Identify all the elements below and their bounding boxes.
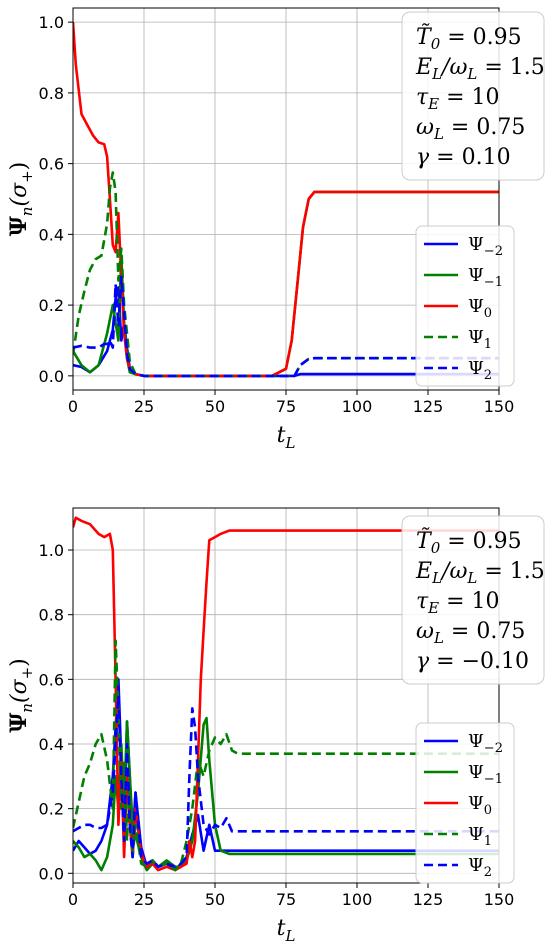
parameter-text: T̃0 = 0.95	[416, 528, 522, 557]
y-tick-label: 0.6	[39, 670, 64, 689]
x-tick-label: 125	[413, 890, 444, 909]
y-tick-label: 1.0	[39, 541, 64, 560]
x-tick-label: 25	[134, 397, 154, 416]
legend-label: Ψ0	[468, 296, 492, 321]
x-tick-label: 50	[205, 397, 225, 416]
y-tick-label: 0.0	[39, 367, 64, 386]
legend-box	[415, 225, 515, 387]
x-tick-label: 0	[68, 890, 78, 909]
x-tick-label: 0	[68, 397, 78, 416]
series-line-0	[73, 678, 499, 872]
legend-label: Ψ−1	[468, 762, 503, 787]
legend-label: Ψ0	[468, 793, 492, 818]
parameter-text: EL/ωL = 1.5	[415, 55, 545, 83]
parameter-text: ωL = 0.75	[416, 619, 525, 647]
y-tick-label: 0.8	[39, 606, 64, 625]
x-axis-label: tL	[277, 423, 296, 452]
parameter-text: T̃0 = 0.95	[416, 24, 522, 53]
chart-panel-2: 0 25 50 75 100 125 150 0.0 0.2 0.4 0.6 0.8 1.0 tL Ψn(σ…	[6, 507, 545, 945]
series-group	[73, 22, 499, 378]
y-tick-label: 0.2	[39, 296, 64, 315]
legend-label: Ψ1	[468, 327, 492, 352]
x-tick-label: 100	[342, 397, 373, 416]
y-tick-label: 0.0	[39, 864, 64, 883]
parameter-text: τE = 10	[416, 85, 500, 113]
y-tick-label: 0.8	[39, 84, 64, 103]
chart-panel-1: 0 25 50 75 100 125 150 0.0 0.2 0.4 0.6 0.8 1.0 tL Ψn(σ…	[6, 7, 545, 452]
legend-label: Ψ−2	[468, 234, 503, 259]
x-tick-label: 75	[276, 397, 296, 416]
legend-label: Ψ1	[468, 824, 492, 849]
y-tick-label: 0.4	[39, 225, 64, 244]
x-tick-label: 150	[484, 397, 515, 416]
series-line-2	[73, 516, 499, 872]
y-tick-label: 1.0	[39, 13, 64, 32]
parameter-text: τE = 10	[416, 589, 500, 617]
x-tick-label: 150	[484, 890, 515, 909]
parameter-text: ωL = 0.75	[416, 115, 525, 143]
legend-label: Ψ−1	[468, 265, 503, 290]
parameter-text: EL/ωL = 1.5	[415, 559, 545, 587]
parameters-box	[401, 515, 545, 685]
legend-label: Ψ2	[468, 358, 492, 383]
series-line-4	[73, 694, 499, 869]
y-axis-label: Ψn(σ+)	[6, 162, 36, 237]
parameter-text: γ = 0.10	[416, 145, 511, 170]
x-tick-label: 25	[134, 890, 154, 909]
y-tick-label: 0.4	[39, 735, 64, 754]
x-tick-label: 125	[413, 397, 444, 416]
x-tick-label: 50	[205, 890, 225, 909]
series-group	[73, 516, 499, 872]
parameters-box	[401, 11, 545, 181]
series-line-3	[73, 639, 499, 872]
series-line-4	[73, 275, 499, 378]
y-axis-label: Ψn(σ+)	[6, 658, 36, 733]
parameter-text: γ = −0.10	[416, 649, 529, 674]
x-tick-label: 75	[276, 890, 296, 909]
legend-label: Ψ2	[468, 855, 492, 880]
y-tick-label: 0.2	[39, 800, 64, 819]
x-axis-label: tL	[277, 916, 296, 945]
y-tick-label: 0.6	[39, 155, 64, 174]
x-tick-label: 100	[342, 890, 373, 909]
legend-label: Ψ−2	[468, 731, 503, 756]
legend-box	[415, 722, 515, 884]
